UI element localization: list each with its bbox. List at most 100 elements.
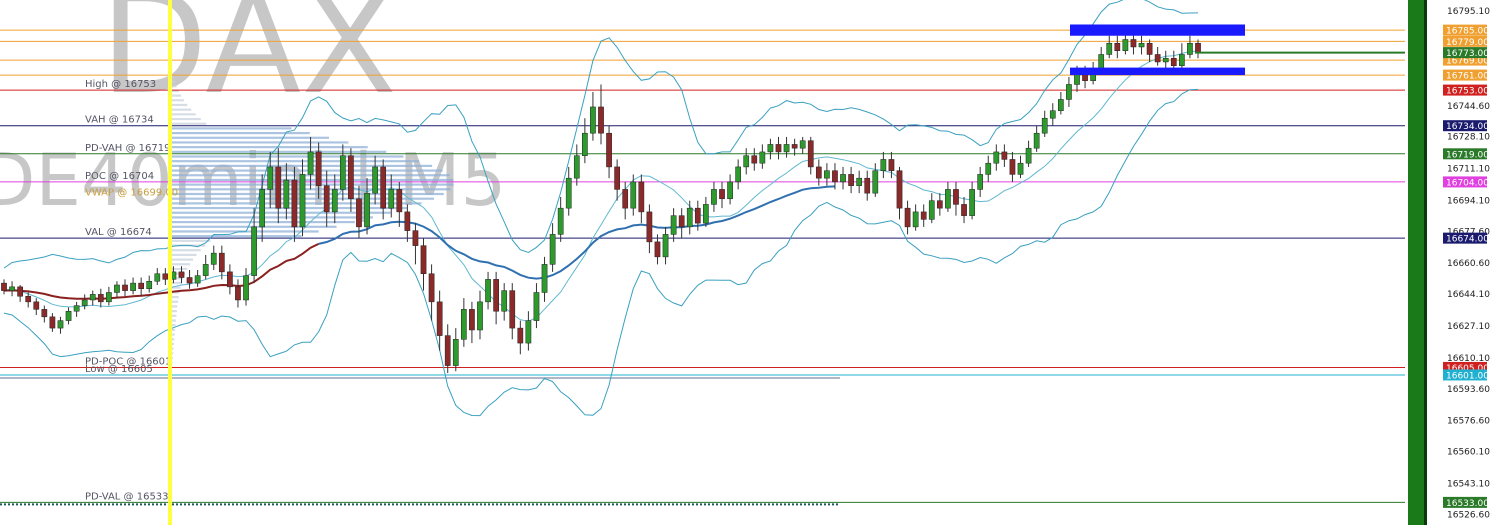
axis-tick-label: 16795.10 (1447, 7, 1490, 17)
candle-body (348, 155, 354, 200)
candle-body (654, 241, 661, 258)
candle-body (25, 295, 32, 303)
level-label: PD-POC @ 16601 (85, 356, 171, 367)
profile-bar (170, 117, 201, 121)
price-tag-bg (1443, 232, 1487, 244)
candle-body (743, 155, 750, 168)
candle-body (1154, 54, 1161, 63)
candle-body (686, 207, 693, 228)
price-tag-label: 16769.00 (1446, 57, 1489, 67)
axis-tick: 16728.10 (1447, 133, 1490, 143)
candle-body (396, 189, 403, 213)
candle-body (81, 299, 88, 306)
profile-bar (170, 263, 190, 266)
axis-tick-label: 16728.10 (1447, 133, 1490, 143)
price-tag-label: 16601.00 (1446, 371, 1489, 381)
candle-body (477, 301, 483, 331)
session-marker (168, 0, 172, 525)
price-tag: 16533.00 (1443, 496, 1489, 509)
profile-bar (170, 277, 184, 280)
candle-body (33, 301, 40, 310)
price-tag-label: 16734.00 (1446, 122, 1489, 132)
candle-body (936, 200, 943, 209)
resistance-zone (1070, 24, 1245, 36)
strip-dark (1424, 0, 1427, 525)
middle-band (3, 50, 1199, 322)
profile-bar (170, 192, 444, 196)
candle-body (227, 271, 233, 288)
candle-body (525, 320, 532, 344)
price-tag-bg (1443, 24, 1487, 36)
candle-body (146, 280, 153, 289)
price-tag: 16761.00 (1443, 69, 1489, 82)
candle-body (549, 234, 556, 265)
candle-body (1033, 132, 1040, 149)
candle-body (461, 309, 467, 340)
profile-bar (170, 310, 177, 313)
profile-bar (170, 267, 188, 271)
candle-body (428, 273, 435, 303)
candle-body (178, 271, 185, 278)
axis-tick: 16610.10 (1447, 354, 1490, 364)
axis-tick-label: 16694.10 (1447, 196, 1490, 206)
profile-bar (170, 155, 404, 158)
watermark-symbol: DAX (100, 0, 397, 126)
profile-bar (170, 113, 196, 116)
candle-body (557, 207, 564, 235)
candle-body (251, 226, 257, 276)
candle-body (638, 181, 645, 213)
profile-bar (170, 164, 433, 167)
price-tag-label: 16719.00 (1446, 150, 1489, 160)
candle-body (299, 174, 306, 228)
axis-tick-label: 16627.10 (1447, 322, 1490, 332)
candle-body (880, 159, 887, 171)
profile-bar (170, 216, 373, 219)
profile-bar (170, 131, 310, 135)
candle-body (162, 273, 169, 280)
candle-body (501, 290, 508, 312)
candle-body (993, 151, 1000, 164)
candle-body (138, 282, 144, 289)
candle-body (590, 106, 596, 134)
candle-body (114, 284, 120, 293)
candle-body (194, 275, 201, 284)
candle-body (662, 234, 669, 258)
profile-bar (170, 319, 176, 322)
candle-body (339, 155, 346, 190)
price-tag-label: 16779.00 (1446, 38, 1489, 48)
price-tag: 16734.00 (1443, 120, 1489, 132)
axis-tick: 16694.10 (1447, 196, 1490, 206)
candle-body (751, 155, 758, 164)
candle-body (218, 252, 225, 273)
candle-body (517, 327, 524, 344)
candle-body (186, 277, 193, 284)
price-tag: 16704.00 (1443, 176, 1489, 188)
candle-body (573, 155, 580, 179)
lower-band (3, 88, 1199, 417)
candle-body (315, 151, 322, 186)
price-tag-bg (1443, 54, 1487, 66)
profile-bar (170, 272, 186, 275)
axis-tick: 16560.10 (1447, 448, 1490, 458)
axis-tick-label: 16560.10 (1447, 448, 1490, 458)
candle-body (888, 159, 895, 171)
candle-body (1146, 42, 1153, 55)
candle-body (533, 292, 540, 321)
candle-body (791, 144, 798, 149)
candle-body (840, 174, 846, 183)
candle-body (1130, 39, 1137, 48)
candle-body (130, 282, 136, 291)
candle-body (1162, 57, 1169, 63)
profile-bar (170, 99, 184, 102)
profile-bar (170, 169, 443, 172)
price-tag-bg (1443, 35, 1487, 47)
candle-body (1114, 42, 1121, 51)
candle-body (953, 189, 959, 205)
candle-body (388, 189, 395, 209)
candle-body (9, 286, 15, 291)
candle-body (824, 170, 830, 179)
candle-body (41, 309, 48, 318)
profile-bar (170, 281, 182, 285)
candle-body (49, 316, 56, 329)
